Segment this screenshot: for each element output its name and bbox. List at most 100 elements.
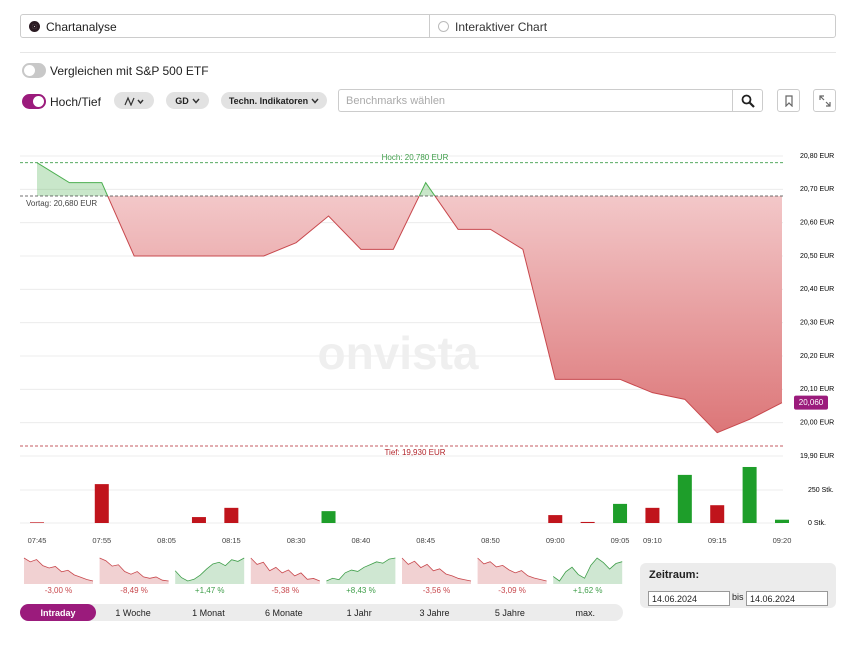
last-value-box xyxy=(794,395,828,410)
sparkline xyxy=(326,557,396,582)
sparkline-label: -3,09 % xyxy=(498,586,526,595)
sparkline xyxy=(174,557,245,582)
toggle-label: Hoch/Tief xyxy=(50,95,101,109)
toggle-label: Vergleichen mit S&P 500 ETF xyxy=(50,64,209,78)
period-button[interactable]: Intraday xyxy=(20,604,96,621)
sparkline-label: +1,47 % xyxy=(195,586,225,595)
sparkline-label: -3,00 % xyxy=(45,586,73,595)
sparkline-label: +8,43 % xyxy=(346,586,376,595)
volume-bar xyxy=(30,522,44,523)
tab-label: Interaktiver Chart xyxy=(455,19,548,34)
sparkline xyxy=(250,557,320,582)
sparkline-label: -8,49 % xyxy=(120,586,148,595)
x-tick-label: 08:30 xyxy=(287,536,306,545)
sparkline-area xyxy=(402,558,471,584)
period-button[interactable]: 1 Monat xyxy=(192,607,225,618)
volume-bar xyxy=(677,474,692,523)
sparkline-label: +1,62 % xyxy=(573,586,603,595)
period-button[interactable]: max. xyxy=(575,607,596,618)
date-value: 14.06.2024 xyxy=(652,593,698,604)
volume-bar xyxy=(613,503,628,523)
toggle-switch[interactable] xyxy=(22,63,46,78)
icon xyxy=(741,94,755,108)
volume-bar xyxy=(548,515,563,523)
tab[interactable]: Chartanalyse xyxy=(21,15,429,38)
sparkline-area xyxy=(250,558,320,584)
indicator-button[interactable]: Techn. Indikatoren xyxy=(221,92,327,109)
x-tick-label: 09:00 xyxy=(546,536,565,545)
date-range: Zeitraum: 14.06.2024 bis 14.06.2024 xyxy=(640,563,836,608)
reference-label: Vortag: 20,680 EUR xyxy=(26,199,97,208)
period-button[interactable]: 5 Jahre xyxy=(494,607,525,618)
chart-type-button[interactable] xyxy=(114,92,154,109)
x-tick-label: 08:50 xyxy=(481,536,500,545)
date-input[interactable]: 14.06.2024 xyxy=(648,591,730,606)
y-tick-label: 20,40 EUR xyxy=(800,286,834,293)
period-button[interactable]: 3 Jahre xyxy=(419,607,450,618)
bookmark-button[interactable] xyxy=(777,89,800,112)
sparkline-label: -3,56 % xyxy=(423,586,451,595)
y-tick-label: 20,70 EUR xyxy=(800,186,834,193)
icon xyxy=(124,95,144,106)
sparkline-area xyxy=(477,558,547,584)
tab-label: Chartanalyse xyxy=(46,19,117,34)
radio xyxy=(438,21,449,32)
date-range-title: Zeitraum: xyxy=(649,569,700,581)
sparkline xyxy=(99,557,169,582)
radio xyxy=(29,21,40,32)
x-tick-label: 09:15 xyxy=(708,536,727,545)
reference-label: Tief: 19,930 EUR xyxy=(384,448,445,457)
volume-bar xyxy=(321,511,336,523)
period-bar: Intraday 1 Woche 1 Monat 6 Monate 1 Jahr 3 Ja… xyxy=(20,604,623,621)
sparkline xyxy=(477,557,547,582)
tab[interactable]: Interaktiver Chart xyxy=(429,15,835,38)
benchmark-input[interactable]: Benchmarks wählen xyxy=(338,89,733,112)
date-value: 14.06.2024 xyxy=(750,593,796,604)
icon xyxy=(784,94,793,107)
y-tick-label: 0 Stk. xyxy=(808,520,826,527)
icon xyxy=(818,94,831,107)
x-tick-label: 09:05 xyxy=(611,536,630,545)
divider xyxy=(20,52,836,53)
volume-bar xyxy=(645,507,660,523)
toggle-switch[interactable] xyxy=(22,94,46,109)
search-button[interactable] xyxy=(732,89,763,112)
date-input[interactable]: 14.06.2024 xyxy=(746,591,828,606)
x-tick-label: 08:45 xyxy=(416,536,435,545)
chevron xyxy=(192,98,200,104)
volume-bar xyxy=(775,519,789,523)
last-value-label: 20,060 xyxy=(799,398,824,407)
volume-bar xyxy=(710,505,725,523)
x-tick-label: 09:10 xyxy=(643,536,662,545)
sparkline-label: -5,38 % xyxy=(272,586,300,595)
date-separator: bis xyxy=(732,592,744,602)
period-button[interactable]: 1 Jahr xyxy=(346,607,372,618)
sparkline xyxy=(401,557,472,582)
y-tick-label: 250 Stk. xyxy=(808,487,834,494)
x-tick-label: 08:15 xyxy=(222,536,241,545)
y-tick-label: 20,60 EUR xyxy=(800,220,834,227)
y-tick-label: 20,20 EUR xyxy=(800,353,834,360)
y-tick-label: 20,80 EUR xyxy=(800,153,834,160)
sparkline-area xyxy=(99,558,169,584)
button-label: GD xyxy=(175,95,189,106)
tab-bar: Chartanalyse Interaktiver Chart xyxy=(20,14,836,38)
x-tick-label: 08:05 xyxy=(157,536,176,545)
gd-button[interactable]: GD xyxy=(166,92,209,109)
sparkline-area xyxy=(326,558,396,584)
period-button[interactable]: 6 Monate xyxy=(265,607,303,618)
y-tick-label: 20,50 EUR xyxy=(800,253,834,260)
sparkline xyxy=(23,557,94,582)
volume-bar xyxy=(94,484,109,523)
volume-bar xyxy=(580,521,595,523)
sparkline xyxy=(552,557,623,582)
fullscreen-button[interactable] xyxy=(813,89,836,112)
volume-bar xyxy=(224,507,239,523)
button-label: Techn. Indikatoren xyxy=(228,95,309,106)
period-button[interactable]: 1 Woche xyxy=(115,607,151,618)
line-down xyxy=(107,196,783,434)
y-tick-label: 20,00 EUR xyxy=(800,420,834,427)
x-tick-label: 07:45 xyxy=(28,536,47,545)
volume-bar xyxy=(742,466,757,523)
